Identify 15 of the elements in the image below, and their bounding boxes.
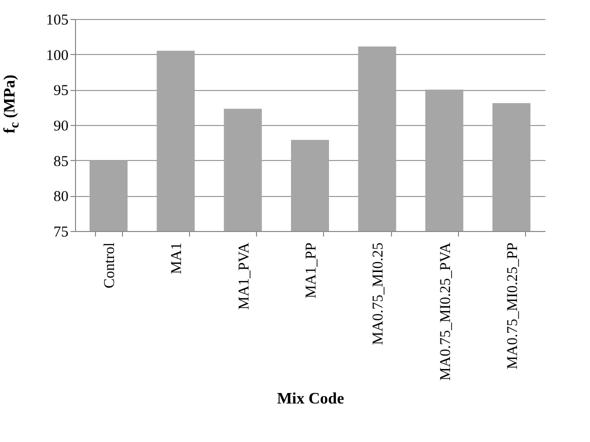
y-tick-label: 75	[54, 224, 68, 240]
x-tick-label: MA0.75_MI0.25	[370, 242, 387, 346]
x-tick-label: MA0.75_MI0.25_PP	[504, 242, 521, 370]
x-tick-label: Control	[102, 242, 118, 288]
y-tick-label: 80	[54, 189, 68, 206]
x-axis-title: Mix Code	[276, 390, 344, 408]
y-tick-label: 85	[54, 154, 68, 170]
y-tick-label: 95	[54, 83, 68, 100]
x-tick-label: MA1_PVA	[236, 242, 252, 310]
x-tick-label: MA0.75_MI0.25_PVA	[438, 242, 454, 381]
x-tick-label: MA1_PP	[304, 242, 320, 298]
y-tick-label: 105	[46, 12, 68, 28]
y-tick-label: 90	[54, 118, 68, 134]
y-tick-label: 100	[46, 48, 68, 64]
x-tick-label: MA1	[169, 242, 186, 274]
